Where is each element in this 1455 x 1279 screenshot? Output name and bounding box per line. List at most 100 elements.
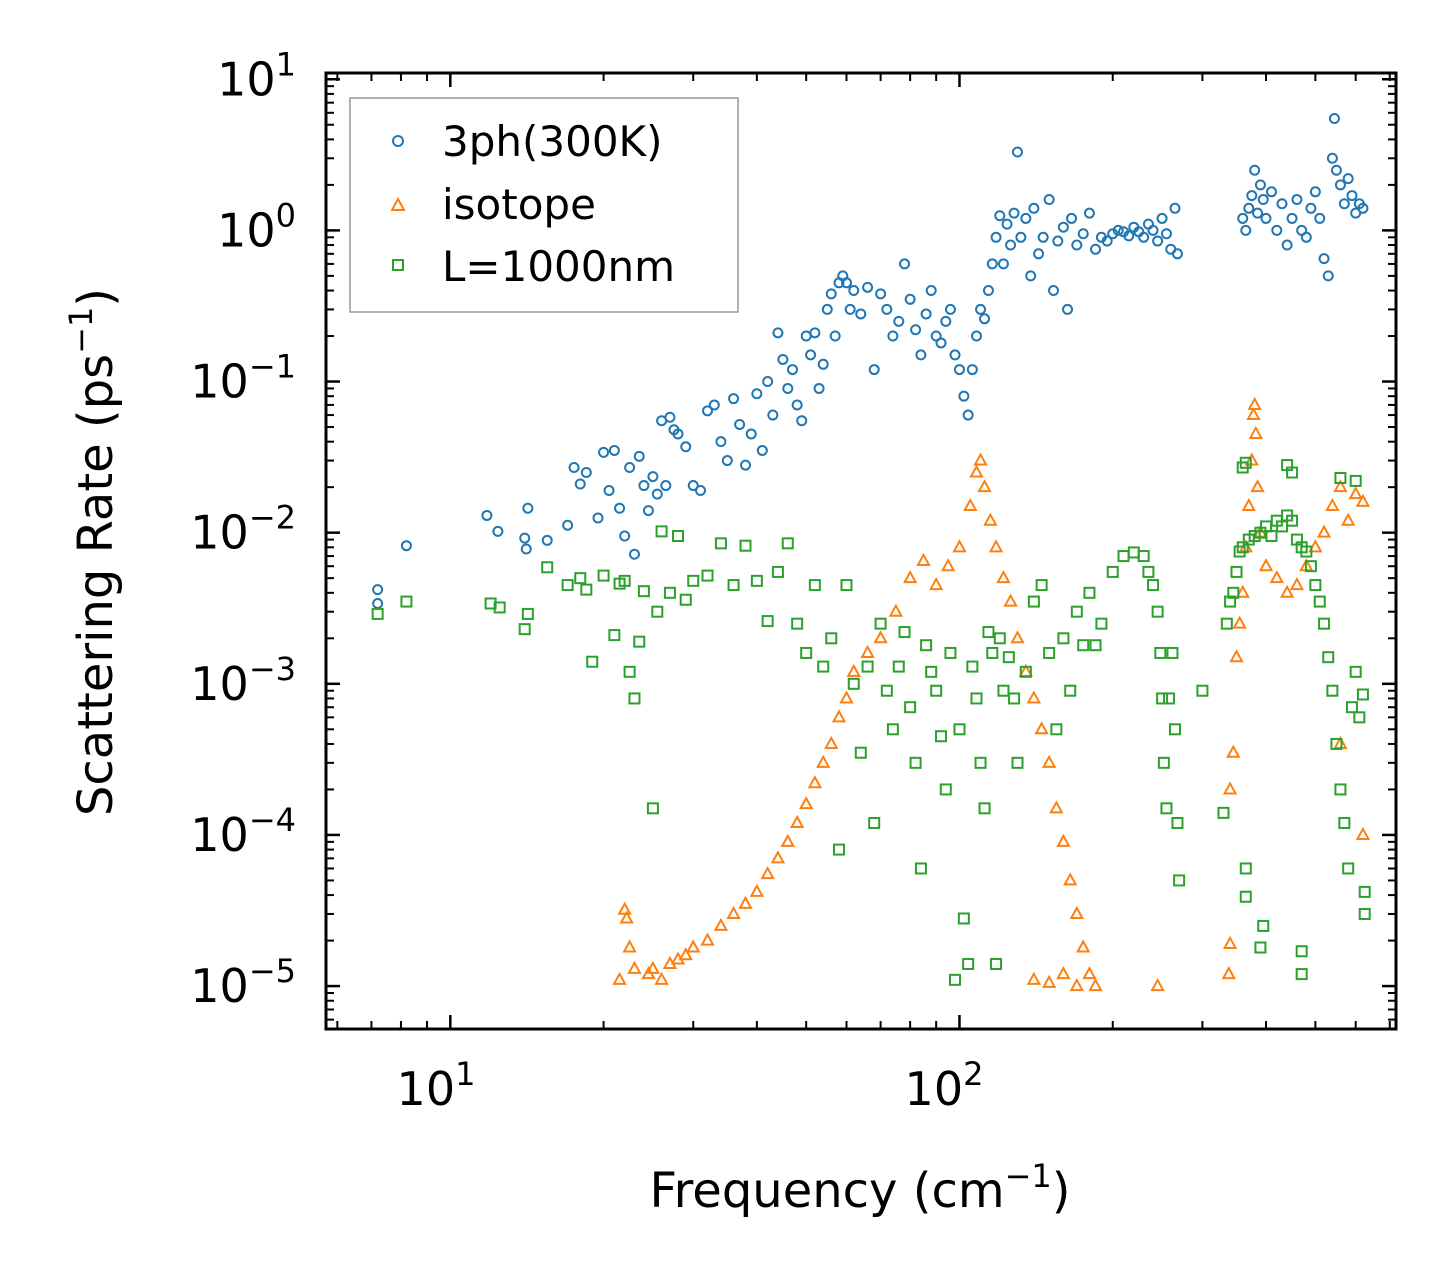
data-point	[1232, 615, 1247, 629]
data-point	[1151, 605, 1164, 618]
data-point	[1342, 862, 1355, 875]
data-point	[916, 552, 931, 566]
data-point	[791, 399, 803, 411]
data-point	[979, 313, 991, 325]
legend: 3ph(300K) isotope L=1000nm	[349, 97, 739, 313]
y-tick-base: 10	[217, 203, 276, 257]
data-point	[1157, 756, 1170, 769]
data-point	[799, 796, 814, 810]
data-point	[638, 480, 650, 492]
data-point	[541, 534, 553, 546]
data-point	[1062, 303, 1074, 315]
data-point	[1348, 486, 1363, 500]
data-point	[904, 293, 916, 305]
data-point	[953, 364, 965, 376]
data-point	[1063, 872, 1078, 886]
data-point	[1304, 560, 1317, 573]
data-point	[400, 595, 413, 608]
data-point	[887, 330, 899, 342]
y-tick-exp: −3	[249, 650, 296, 688]
data-point	[679, 593, 692, 606]
data-point	[1082, 966, 1097, 980]
data-point	[1150, 978, 1165, 992]
data-point	[760, 866, 775, 880]
data-point	[1300, 545, 1313, 558]
data-point	[839, 690, 854, 704]
data-point	[1357, 202, 1369, 214]
data-point	[519, 532, 531, 544]
data-point	[660, 480, 672, 492]
y-tick-exp: −4	[249, 801, 296, 839]
data-point	[1342, 173, 1354, 185]
data-point	[637, 585, 650, 598]
data-point	[1295, 945, 1308, 958]
data-point	[963, 497, 978, 512]
data-point	[868, 816, 881, 829]
data-point	[1276, 198, 1288, 210]
series-isotope	[612, 396, 1371, 992]
data-point	[1338, 816, 1351, 829]
data-point	[982, 285, 994, 297]
data-point	[1076, 939, 1091, 953]
data-point	[1309, 579, 1322, 592]
data-point	[1069, 905, 1085, 919]
data-point	[651, 488, 663, 500]
data-point	[686, 939, 701, 953]
data-point	[1237, 212, 1249, 224]
data-point	[994, 210, 1006, 222]
data-point	[1333, 479, 1348, 493]
data-point	[1002, 651, 1015, 664]
data-point	[1057, 632, 1070, 645]
data-point	[988, 539, 1004, 553]
data-point	[1026, 971, 1042, 985]
y-tick-label: 100	[217, 196, 296, 257]
y-axis-title: Scattering Rate (ps−1)	[62, 288, 124, 816]
data-point	[1239, 862, 1252, 875]
data-point	[1246, 190, 1258, 202]
data-point	[847, 677, 860, 690]
data-point	[940, 315, 952, 327]
data-point	[1239, 890, 1252, 903]
data-point	[904, 701, 917, 714]
data-point	[647, 471, 659, 483]
data-point	[777, 353, 789, 365]
data-point	[714, 537, 727, 550]
data-point	[1027, 595, 1040, 608]
data-point	[974, 756, 987, 769]
data-point	[1123, 230, 1135, 242]
data-point	[592, 512, 604, 524]
data-point	[939, 783, 952, 796]
data-point	[854, 746, 867, 759]
data-point	[654, 971, 669, 985]
data-point	[898, 626, 911, 639]
data-point	[700, 932, 715, 946]
data-point	[1020, 212, 1032, 224]
x-tick-labels: 101 102	[397, 1055, 984, 1116]
data-point	[846, 663, 861, 677]
data-point	[996, 570, 1011, 584]
data-point	[1305, 202, 1317, 214]
data-point	[1147, 579, 1160, 592]
data-point	[1026, 690, 1042, 704]
data-point	[1001, 218, 1013, 230]
data-point	[618, 574, 631, 587]
series-L=1000nm	[371, 456, 1371, 986]
data-point	[586, 655, 599, 668]
data-point	[1089, 639, 1102, 652]
data-point	[1025, 270, 1037, 282]
y-tick-label: 10−2	[190, 499, 296, 560]
data-point	[518, 623, 531, 636]
data-point	[940, 558, 956, 572]
data-point	[727, 579, 740, 592]
data-point	[1147, 224, 1159, 236]
data-point	[597, 569, 610, 582]
data-point	[990, 231, 1002, 243]
data-point	[881, 303, 893, 315]
data-point	[1106, 565, 1119, 578]
data-point	[1127, 546, 1140, 559]
data-point	[970, 330, 982, 342]
x-tick-exp: 1	[455, 1055, 475, 1093]
data-point	[782, 382, 794, 394]
data-point	[1049, 800, 1064, 814]
